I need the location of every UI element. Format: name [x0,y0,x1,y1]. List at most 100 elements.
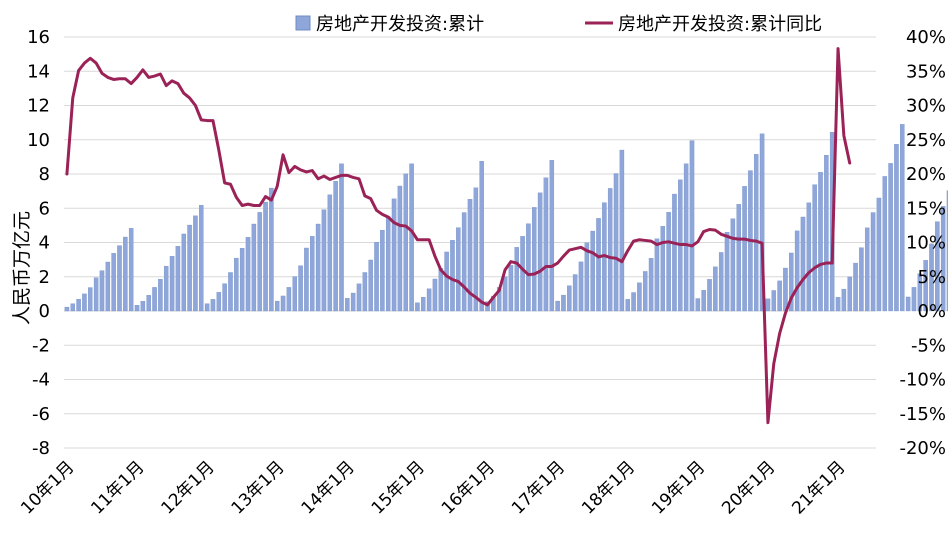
bar [905,296,911,312]
bar [105,261,111,312]
bar [643,271,648,312]
bar [625,299,630,312]
bar [362,272,368,312]
bar [286,287,292,312]
bar [701,290,706,312]
bar [356,283,362,312]
y-tick-right: 10% [906,233,946,254]
bar [345,298,350,312]
bar [479,161,484,312]
bar [672,193,677,312]
x-tick: 15年1月 [368,457,429,518]
bar [847,276,852,312]
bar [841,288,847,312]
y-tick-left: 2 [39,267,50,288]
x-tick: 20年1月 [718,457,779,518]
bar [631,292,636,312]
bar [128,228,134,312]
bar [123,236,128,312]
bar [163,265,169,312]
right-axis-ticks: 40% 35% 30% 25% 20% 15% 10% 5% 0% -5% -10% -15% -20% [899,27,946,459]
bar [771,290,777,312]
y-tick-right: 0% [917,301,946,322]
bar [380,230,385,312]
legend: 房地产开发投资:累计 房地产开发投资:累计同比 [295,14,822,35]
y-tick-left: 12 [27,96,50,117]
bar [93,277,99,312]
bar [245,237,251,312]
legend-bar-swatch [295,15,311,31]
y-tick-left: -8 [32,438,50,459]
bar [82,293,87,312]
bar-series [64,124,948,312]
bar [187,224,192,312]
y-tick-right: 20% [906,164,946,185]
bar [870,212,876,312]
bar [946,190,948,312]
bar [514,247,519,312]
bar [321,209,327,312]
bar [175,246,181,312]
bar [911,287,917,312]
x-tick: 16年1月 [438,457,499,518]
bar [724,232,730,312]
bar [917,273,923,312]
y-tick-left: -2 [32,335,50,356]
bar [263,201,268,312]
bar [426,288,432,312]
bar [315,223,321,312]
bar [421,296,426,312]
legend-line-label: 房地产开发投资:累计同比 [618,14,822,35]
y-tick-left: -6 [32,404,50,425]
bar [812,184,817,312]
bar [339,163,344,312]
bar [432,278,438,312]
x-tick: 17年1月 [508,457,569,518]
bar [543,177,549,312]
x-tick: 13年1月 [228,457,289,518]
bar [204,303,210,312]
bar [415,302,420,312]
x-tick: 10年1月 [17,457,78,518]
bar [234,257,239,312]
bar [397,185,403,312]
x-tick: 11年1月 [87,457,148,518]
bar [140,301,146,312]
bar [929,243,934,312]
bar [683,163,689,312]
bar [736,204,741,312]
x-tick: 18年1月 [578,457,639,518]
y-tick-left: -4 [32,370,50,391]
bar [99,270,105,312]
bar [520,236,525,312]
bar [806,202,812,312]
y-tick-right: -20% [899,438,946,459]
bar [549,160,555,312]
bar [368,259,373,312]
bar [210,299,216,312]
bar [350,292,356,312]
y-tick-right: 15% [906,198,946,219]
y-tick-left: 16 [27,27,50,48]
bar [169,256,175,312]
bar [444,251,449,312]
bar [461,212,467,312]
bar [508,265,514,312]
x-tick: 19年1月 [648,457,709,518]
bar [619,149,625,312]
bar [526,223,531,312]
bar [117,245,122,312]
legend-bar-label: 房地产开发投资:累计 [316,14,484,35]
bar [765,298,771,312]
bar [759,133,765,312]
y-tick-left: 0 [39,301,50,322]
bar [222,283,227,312]
bar [292,276,298,312]
bar [134,305,140,312]
bar [216,292,222,312]
bar [864,227,870,312]
bar [181,233,187,312]
bar [695,298,701,312]
bar [590,230,595,312]
yoy-line [65,47,852,425]
